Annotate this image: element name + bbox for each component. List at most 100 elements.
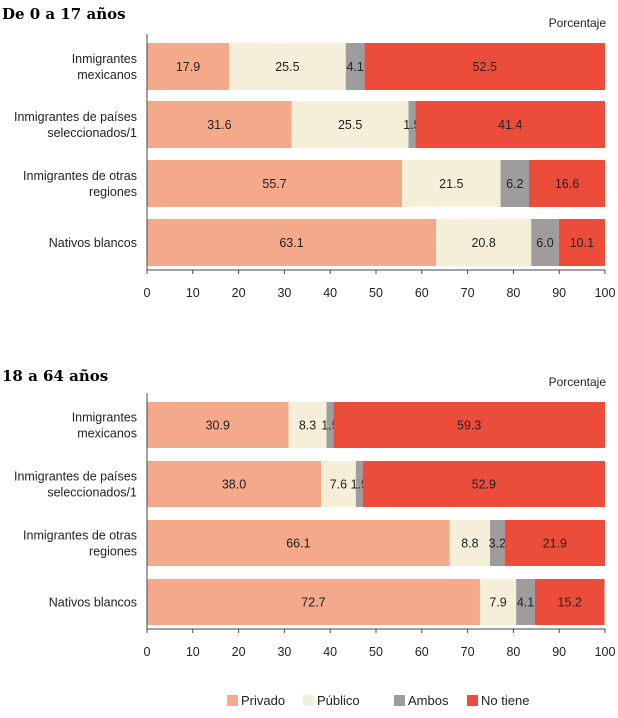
data-label: 17.9 [176, 60, 200, 74]
x-tick-label: 90 [552, 645, 566, 659]
bar-segment [321, 461, 356, 507]
legend-swatch [467, 695, 478, 706]
bar-segment [558, 219, 605, 266]
x-tick-label: 0 [144, 645, 151, 659]
x-tick-label: 60 [415, 286, 429, 300]
bar-segment [415, 101, 605, 148]
bar-segment [228, 43, 346, 90]
category-label-line: Nativos blancos [49, 596, 137, 610]
category-label-line: Inmigrantes [72, 411, 137, 425]
category-label: Nativos blancos [49, 236, 137, 250]
category-label-line: mexicanos [77, 427, 137, 441]
bar-segment [288, 402, 327, 448]
data-label: 7.9 [489, 596, 506, 610]
chart-panel-1: De 0 a 17 años Porcentaje 17.9 25.5 4.1 52.5 I… [2, 5, 615, 300]
x-tick-label: 80 [506, 645, 520, 659]
bar-segment [504, 520, 605, 566]
category-label: Inmigrantes de países seleccionados/1 [14, 110, 137, 140]
category-label: Inmigrantes mexicanos [72, 411, 137, 441]
bar-segment [326, 402, 334, 448]
bar-segment [408, 101, 416, 148]
data-label: 4.1 [346, 60, 363, 74]
bar-segment [449, 520, 491, 566]
data-label: 31.6 [207, 118, 231, 132]
x-tick-label: 30 [277, 645, 291, 659]
x-tick-label: 100 [595, 645, 616, 659]
data-label: 63.1 [279, 236, 303, 250]
legend-label: Privado [241, 693, 285, 708]
data-label: 21.5 [439, 177, 463, 191]
bar-segment [345, 43, 365, 90]
data-label: 21.9 [543, 537, 567, 551]
data-label: 59.3 [457, 419, 481, 433]
legend-item: Privado [227, 693, 285, 708]
bar-segment [147, 160, 403, 207]
category-label: Inmigrantes de países seleccionados/1 [14, 470, 137, 500]
legend-swatch [303, 695, 314, 706]
bar-segment [516, 579, 535, 625]
bar-segment [147, 402, 289, 448]
data-label: 38.0 [222, 478, 246, 492]
x-tick-label: 50 [369, 286, 383, 300]
data-label: 3.2 [489, 537, 506, 551]
legend-swatch [394, 695, 405, 706]
bar-segment [147, 101, 292, 148]
category-label: Nativos blancos [49, 596, 137, 610]
x-tick-label: 10 [186, 286, 200, 300]
bar-segment [147, 461, 322, 507]
data-label: 7.6 [330, 478, 347, 492]
data-label: 25.5 [338, 118, 362, 132]
bar-segment [364, 43, 605, 90]
bar-segment [147, 219, 436, 266]
panel-title: 18 a 64 años [2, 367, 108, 385]
legend-swatch [227, 695, 238, 706]
bar-segment [362, 461, 605, 507]
x-tick-label: 0 [144, 286, 151, 300]
bar-segment [490, 520, 505, 566]
data-label: 8.3 [299, 419, 316, 433]
legend-item: No tiene [467, 693, 529, 708]
x-tick-label: 100 [595, 286, 616, 300]
data-label: 25.5 [275, 60, 299, 74]
x-tick-label: 20 [232, 645, 246, 659]
data-label: 55.7 [262, 177, 286, 191]
x-tick-label: 40 [323, 286, 337, 300]
panel-title: De 0 a 17 años [2, 5, 126, 23]
legend: Privado Público Ambos No tiene [227, 693, 529, 708]
category-label-line: regiones [89, 545, 137, 559]
bar-segment [147, 579, 480, 625]
bar-segment [291, 101, 409, 148]
x-tick-label: 70 [461, 645, 475, 659]
bar-segment [147, 520, 450, 566]
category-label-line: Inmigrantes [72, 52, 137, 66]
x-tick-label: 70 [461, 286, 475, 300]
x-tick-label: 80 [506, 286, 520, 300]
category-label-line: Inmigrantes de otras [23, 169, 137, 183]
x-tick-label: 30 [277, 286, 291, 300]
data-label: 15.2 [558, 596, 582, 610]
category-label: Inmigrantes mexicanos [72, 52, 137, 82]
data-label: 6.2 [506, 177, 523, 191]
bar-segment [528, 160, 605, 207]
unit-label: Porcentaje [549, 16, 607, 30]
x-tick-label: 60 [415, 645, 429, 659]
data-label: 20.8 [471, 236, 495, 250]
category-label-line: regiones [89, 185, 137, 199]
data-label: 30.9 [206, 419, 230, 433]
bar-segment [500, 160, 529, 207]
x-tick-label: 10 [186, 645, 200, 659]
data-label: 8.8 [461, 537, 478, 551]
category-label-line: Nativos blancos [49, 236, 137, 250]
category-label-line: seleccionados/1 [47, 126, 137, 140]
category-label-line: seleccionados/1 [47, 486, 137, 500]
data-label: 41.4 [498, 118, 522, 132]
data-label: 72.7 [301, 596, 325, 610]
data-label: 6.0 [536, 236, 553, 250]
legend-label: No tiene [481, 693, 529, 708]
category-label-line: Inmigrantes de otras [23, 529, 137, 543]
x-tick-label: 50 [369, 645, 383, 659]
x-tick-label: 40 [323, 645, 337, 659]
